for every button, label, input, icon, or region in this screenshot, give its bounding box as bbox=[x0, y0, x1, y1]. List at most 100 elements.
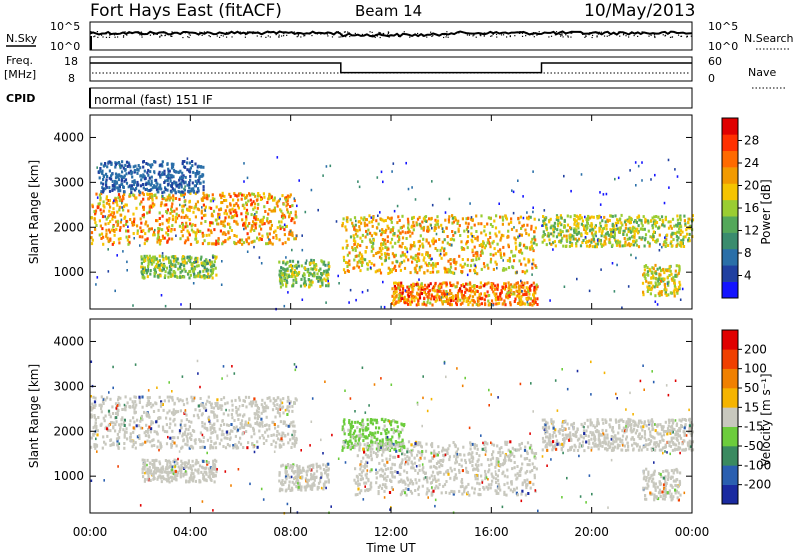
echo-cell bbox=[155, 420, 158, 424]
nsearch-point bbox=[591, 36, 593, 39]
echo-cell bbox=[242, 203, 245, 207]
echo-cell bbox=[107, 160, 110, 164]
echo-cell bbox=[355, 219, 357, 223]
nsearch-point bbox=[483, 35, 485, 37]
echo-cell bbox=[513, 236, 516, 240]
nsearch-point bbox=[653, 34, 656, 36]
echo-cell bbox=[425, 292, 428, 296]
echo-cell bbox=[147, 474, 150, 478]
echo-cell bbox=[181, 208, 184, 212]
echo-cell bbox=[324, 263, 327, 267]
echo-cell bbox=[426, 251, 429, 255]
echo-cell bbox=[399, 254, 403, 258]
echo-cell bbox=[90, 415, 94, 419]
echo-cell bbox=[279, 398, 282, 402]
echo-cell bbox=[162, 477, 166, 481]
echo-cell bbox=[646, 219, 650, 223]
echo-cell bbox=[366, 223, 369, 227]
echo-cell bbox=[383, 252, 387, 256]
echo-cell bbox=[590, 215, 593, 219]
echo-cell bbox=[412, 287, 415, 291]
nsearch-point bbox=[257, 31, 259, 33]
echo-cell bbox=[204, 275, 207, 279]
nsearch-point bbox=[267, 35, 269, 37]
echo-cell bbox=[452, 220, 455, 224]
echo-cell bbox=[614, 177, 616, 181]
echo-cell bbox=[269, 399, 272, 403]
echo-cell bbox=[613, 236, 616, 240]
echo-cell bbox=[675, 264, 678, 268]
echo-cell bbox=[363, 216, 366, 220]
echo-cell bbox=[240, 422, 243, 426]
echo-cell bbox=[517, 289, 520, 293]
echo-cell bbox=[168, 169, 171, 173]
echo-cell bbox=[125, 427, 128, 431]
echo-cell bbox=[525, 292, 528, 296]
echo-cell bbox=[176, 470, 179, 474]
echo-cell bbox=[618, 230, 621, 234]
echo-cell bbox=[291, 409, 294, 413]
echo-cell bbox=[309, 272, 312, 276]
echo-cell bbox=[280, 220, 283, 224]
echo-cell bbox=[163, 399, 166, 403]
echo-cell bbox=[652, 276, 655, 280]
echo-cell bbox=[673, 294, 676, 298]
echo-cell bbox=[118, 205, 121, 209]
echo-cell bbox=[160, 294, 163, 297]
echo-cell bbox=[354, 240, 357, 244]
echo-cell bbox=[141, 273, 144, 277]
echo-cell bbox=[186, 443, 189, 447]
echo-cell bbox=[279, 275, 282, 279]
echo-cell bbox=[170, 229, 173, 233]
echo-cell bbox=[148, 205, 151, 209]
echo-cell bbox=[665, 241, 668, 245]
echo-cell bbox=[492, 290, 495, 294]
echo-cell bbox=[155, 430, 158, 434]
echo-cell bbox=[120, 418, 123, 422]
echo-cell bbox=[489, 285, 492, 289]
echo-cell bbox=[118, 403, 121, 407]
echo-cell bbox=[258, 256, 261, 259]
nsearch-point bbox=[480, 35, 482, 37]
echo-cell bbox=[214, 441, 217, 445]
echo-cell bbox=[155, 196, 158, 200]
echo-cell bbox=[146, 275, 149, 279]
echo-cell bbox=[664, 239, 667, 243]
echo-cell bbox=[158, 259, 161, 263]
colorbar-segment bbox=[722, 150, 738, 168]
echo-cell bbox=[180, 464, 183, 467]
echo-cell bbox=[594, 232, 597, 236]
echo-cell bbox=[232, 444, 235, 447]
echo-cell bbox=[245, 203, 248, 207]
echo-cell bbox=[142, 475, 145, 479]
echo-cell bbox=[213, 255, 216, 259]
echo-cell bbox=[559, 228, 562, 232]
nsearch-point bbox=[393, 35, 395, 37]
echo-cell bbox=[480, 297, 483, 301]
echo-cell bbox=[252, 207, 255, 211]
echo-cell bbox=[210, 269, 213, 273]
echo-cell bbox=[394, 287, 398, 291]
echo-cell bbox=[660, 279, 663, 283]
echo-cell bbox=[173, 188, 176, 192]
echo-cell bbox=[163, 197, 166, 200]
echo-cell bbox=[678, 280, 681, 284]
echo-cell bbox=[179, 409, 182, 413]
echo-cell bbox=[353, 258, 356, 262]
echo-cell bbox=[639, 227, 642, 231]
echo-cell bbox=[405, 255, 408, 259]
echo-cell bbox=[144, 176, 147, 180]
echo-cell bbox=[451, 214, 454, 218]
echo-cell bbox=[669, 291, 672, 295]
echo-cell bbox=[242, 399, 245, 403]
echo-cell bbox=[159, 241, 162, 245]
echo-cell bbox=[132, 402, 135, 406]
echo-cell bbox=[485, 282, 488, 286]
echo-cell bbox=[416, 271, 419, 275]
nsearch-point bbox=[598, 31, 600, 33]
echo-cell bbox=[121, 175, 124, 179]
echo-cell bbox=[141, 418, 144, 422]
echo-cell bbox=[211, 242, 214, 246]
echo-cell bbox=[646, 290, 649, 293]
echo-cell bbox=[132, 232, 135, 235]
